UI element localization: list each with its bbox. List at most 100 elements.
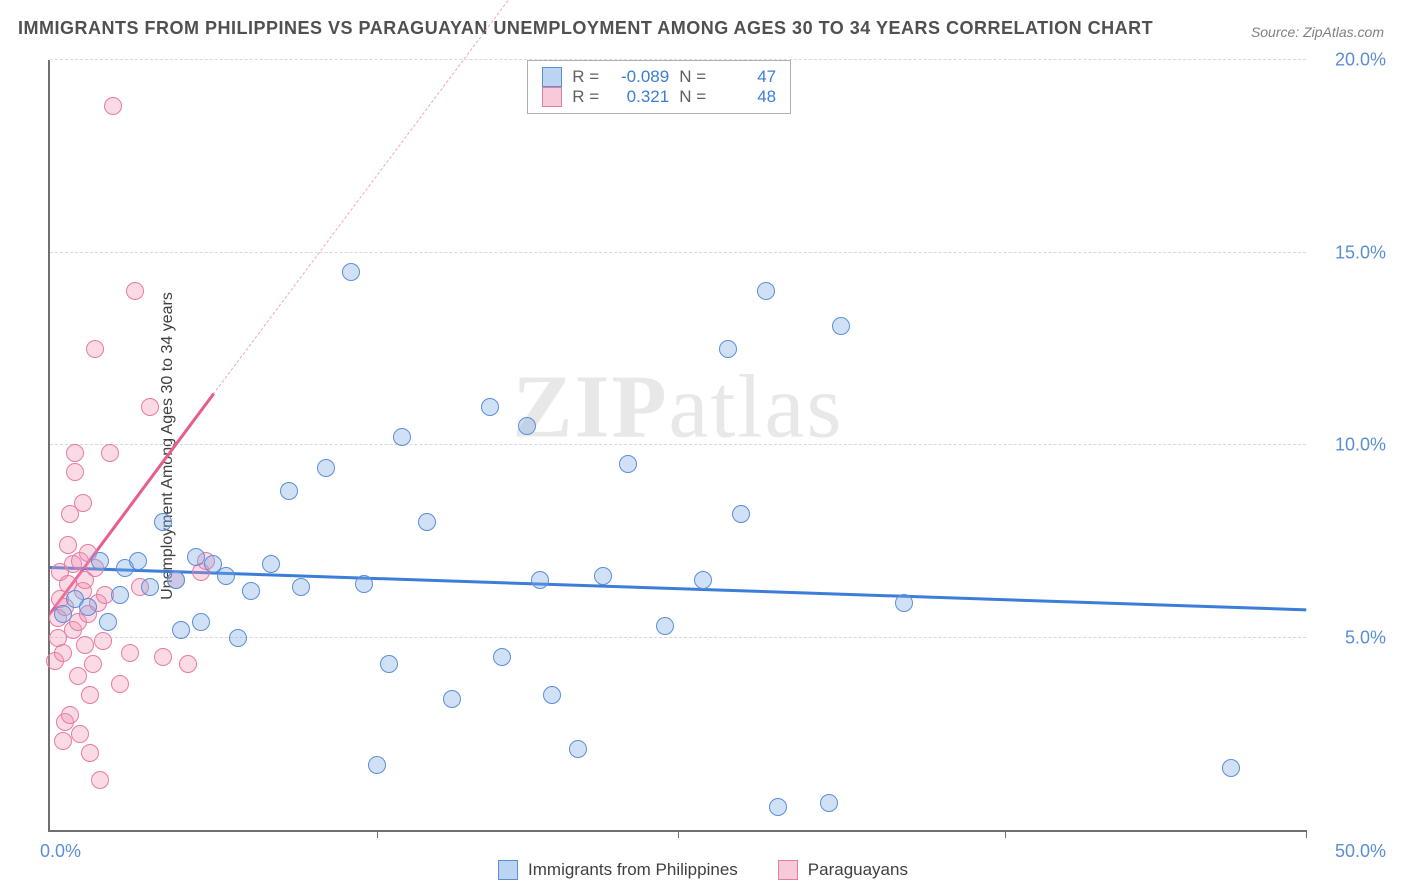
data-point	[443, 690, 461, 708]
data-point	[59, 536, 77, 554]
data-point	[543, 686, 561, 704]
trendline	[50, 566, 1306, 611]
data-point	[732, 505, 750, 523]
data-point	[187, 548, 205, 566]
data-point	[79, 598, 97, 616]
data-point	[1222, 759, 1240, 777]
data-point	[280, 482, 298, 500]
y-tick-label: 10.0%	[1316, 435, 1386, 456]
data-point	[619, 455, 637, 473]
swatch-icon	[778, 860, 798, 880]
data-point	[61, 706, 79, 724]
data-point	[91, 552, 109, 570]
r-value: -0.089	[609, 67, 669, 87]
data-point	[76, 636, 94, 654]
watermark: ZIPatlas	[513, 355, 844, 458]
data-point	[81, 686, 99, 704]
n-value: 48	[716, 87, 776, 107]
data-point	[569, 740, 587, 758]
data-point	[229, 629, 247, 647]
r-value: 0.321	[609, 87, 669, 107]
gridline	[50, 252, 1306, 253]
data-point	[192, 613, 210, 631]
data-point	[121, 644, 139, 662]
source-attribution: Source: ZipAtlas.com	[1251, 24, 1384, 40]
data-point	[99, 613, 117, 631]
data-point	[292, 578, 310, 596]
data-point	[769, 798, 787, 816]
data-point	[895, 594, 913, 612]
data-point	[594, 567, 612, 585]
data-point	[757, 282, 775, 300]
x-tick-label: 50.0%	[1335, 841, 1386, 862]
r-label: R =	[572, 87, 599, 107]
x-tick-mark	[377, 830, 378, 838]
swatch-icon	[542, 87, 562, 107]
data-point	[368, 756, 386, 774]
data-point	[129, 552, 147, 570]
x-tick-mark	[678, 830, 679, 838]
x-tick-mark	[1306, 830, 1307, 838]
y-tick-label: 5.0%	[1316, 627, 1386, 648]
swatch-icon	[498, 860, 518, 880]
data-point	[393, 428, 411, 446]
data-point	[179, 655, 197, 673]
data-point	[167, 571, 185, 589]
n-value: 47	[716, 67, 776, 87]
stats-row-blue: R = -0.089 N = 47	[542, 67, 776, 87]
legend-label: Immigrants from Philippines	[528, 860, 738, 880]
data-point	[71, 725, 89, 743]
data-point	[656, 617, 674, 635]
data-point	[719, 340, 737, 358]
data-point	[531, 571, 549, 589]
data-point	[832, 317, 850, 335]
data-point	[104, 97, 122, 115]
data-point	[111, 586, 129, 604]
watermark-light: atlas	[669, 357, 844, 456]
legend-label: Paraguayans	[808, 860, 908, 880]
data-point	[694, 571, 712, 589]
data-point	[94, 632, 112, 650]
correlation-stats-box: R = -0.089 N = 47 R = 0.321 N = 48	[527, 60, 791, 114]
y-tick-label: 15.0%	[1316, 242, 1386, 263]
data-point	[141, 398, 159, 416]
n-label: N =	[679, 87, 706, 107]
data-point	[481, 398, 499, 416]
data-point	[54, 732, 72, 750]
data-point	[54, 644, 72, 662]
chart-plot-area: ZIPatlas R = -0.089 N = 47 R = 0.321 N =…	[48, 60, 1306, 832]
series-legend: Immigrants from Philippines Paraguayans	[498, 860, 908, 880]
x-tick-mark	[1005, 830, 1006, 838]
data-point	[820, 794, 838, 812]
swatch-icon	[542, 67, 562, 87]
data-point	[342, 263, 360, 281]
data-point	[493, 648, 511, 666]
data-point	[154, 648, 172, 666]
data-point	[154, 513, 172, 531]
legend-item-pink: Paraguayans	[778, 860, 908, 880]
data-point	[86, 340, 104, 358]
data-point	[101, 444, 119, 462]
data-point	[518, 417, 536, 435]
x-tick-label: 0.0%	[40, 841, 81, 862]
data-point	[54, 605, 72, 623]
y-tick-label: 20.0%	[1316, 50, 1386, 71]
data-point	[418, 513, 436, 531]
data-point	[111, 675, 129, 693]
data-point	[172, 621, 190, 639]
gridline	[50, 59, 1306, 60]
watermark-bold: ZIP	[513, 357, 669, 456]
data-point	[126, 282, 144, 300]
data-point	[84, 655, 102, 673]
n-label: N =	[679, 67, 706, 87]
stats-row-pink: R = 0.321 N = 48	[542, 87, 776, 107]
data-point	[262, 555, 280, 573]
data-point	[355, 575, 373, 593]
data-point	[74, 494, 92, 512]
data-point	[317, 459, 335, 477]
data-point	[141, 578, 159, 596]
data-point	[217, 567, 235, 585]
gridline	[50, 444, 1306, 445]
data-point	[242, 582, 260, 600]
data-point	[81, 744, 99, 762]
